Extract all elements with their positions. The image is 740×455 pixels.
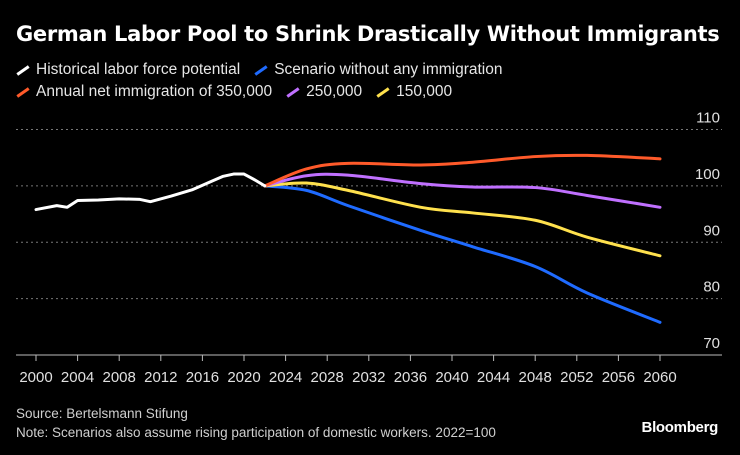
series-line-annual-net-immigration-of-350-000 bbox=[263, 153, 662, 188]
y-tick-label: 90 bbox=[703, 222, 720, 239]
x-tick-label: 2056 bbox=[602, 369, 635, 386]
x-tick-label: 2016 bbox=[186, 369, 219, 386]
footnote: Note: Scenarios also assume rising parti… bbox=[16, 425, 496, 440]
legend-label: 150,000 bbox=[396, 83, 453, 100]
legend-item-350k: Annual net immigration of 350,000 bbox=[16, 83, 272, 101]
y-tick-label: 110 bbox=[696, 110, 720, 127]
x-tick-label: 2028 bbox=[311, 369, 344, 386]
legend-label: Scenario without any immigration bbox=[274, 61, 503, 78]
x-tick-label: 2044 bbox=[477, 369, 510, 386]
x-tick-label: 2032 bbox=[352, 369, 385, 386]
legend-row-2: Annual net immigration of 350,000 250,00… bbox=[16, 83, 452, 101]
legend-label: Annual net immigration of 350,000 bbox=[36, 83, 273, 100]
legend-item-historical: Historical labor force potential bbox=[16, 61, 240, 79]
legend-row-1: Historical labor force potential Scenari… bbox=[16, 61, 503, 79]
legend-item-150k: 150,000 bbox=[376, 83, 452, 101]
x-tick-label: 2000 bbox=[19, 369, 52, 386]
bloomberg-logo: Bloomberg bbox=[641, 419, 719, 436]
x-tick-label: 2008 bbox=[103, 369, 136, 386]
y-tick-label: 80 bbox=[703, 279, 720, 296]
x-tick-label: 2048 bbox=[519, 369, 552, 386]
x-tick-label: 2060 bbox=[643, 369, 676, 386]
series-line-historical-labor-force-potential bbox=[34, 172, 267, 212]
source-note: Source: Bertelsmann Stifung bbox=[16, 406, 188, 421]
x-tick-label: 2052 bbox=[560, 369, 593, 386]
y-tick-label: 100 bbox=[695, 166, 720, 183]
series-line-150-000 bbox=[263, 181, 662, 258]
series-line-scenario-without-any-immigration bbox=[263, 184, 662, 324]
legend-label: 250,000 bbox=[306, 83, 363, 100]
x-tick-label: 2004 bbox=[61, 369, 94, 386]
x-tick-label: 2040 bbox=[435, 369, 468, 386]
legend-label: Historical labor force potential bbox=[36, 61, 241, 78]
x-tick-label: 2020 bbox=[227, 369, 260, 386]
series-line-250-000 bbox=[263, 172, 662, 209]
x-tick-label: 2036 bbox=[394, 369, 427, 386]
x-tick-label: 2024 bbox=[269, 369, 302, 386]
chart-title: German Labor Pool to Shrink Drastically … bbox=[16, 22, 720, 46]
legend-item-250k: 250,000 bbox=[286, 83, 362, 101]
x-tick-label: 2012 bbox=[144, 369, 177, 386]
legend-item-no-immigration: Scenario without any immigration bbox=[254, 61, 503, 79]
y-tick-label: 70 bbox=[703, 335, 720, 352]
